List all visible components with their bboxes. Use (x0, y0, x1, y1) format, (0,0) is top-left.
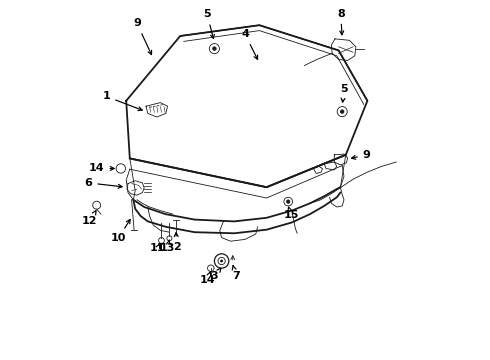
Text: 12: 12 (82, 211, 97, 226)
Polygon shape (331, 39, 356, 60)
Text: 4: 4 (241, 29, 258, 59)
Text: 15: 15 (283, 207, 299, 220)
Text: 13: 13 (160, 240, 175, 253)
Text: 3: 3 (211, 268, 221, 282)
Text: 1: 1 (102, 91, 142, 111)
Circle shape (341, 110, 344, 113)
Polygon shape (314, 166, 322, 174)
Text: 6: 6 (84, 178, 122, 188)
Circle shape (215, 254, 229, 268)
Circle shape (213, 47, 216, 50)
Text: 9: 9 (352, 150, 370, 160)
Polygon shape (324, 162, 337, 170)
Text: 14: 14 (89, 163, 114, 174)
Text: 5: 5 (340, 84, 348, 102)
Text: 11: 11 (150, 243, 166, 253)
Text: 7: 7 (232, 266, 240, 282)
Circle shape (337, 107, 347, 117)
Text: 2: 2 (172, 233, 180, 252)
Text: 14: 14 (199, 272, 215, 285)
Polygon shape (127, 181, 144, 195)
Circle shape (286, 200, 290, 203)
Polygon shape (334, 154, 347, 165)
Circle shape (209, 44, 220, 54)
Text: 5: 5 (203, 9, 214, 39)
Text: 9: 9 (133, 18, 151, 55)
Text: 10: 10 (111, 220, 130, 243)
Circle shape (116, 164, 125, 173)
Polygon shape (146, 103, 168, 117)
Text: 8: 8 (337, 9, 344, 35)
Circle shape (220, 260, 222, 262)
Circle shape (218, 257, 225, 265)
